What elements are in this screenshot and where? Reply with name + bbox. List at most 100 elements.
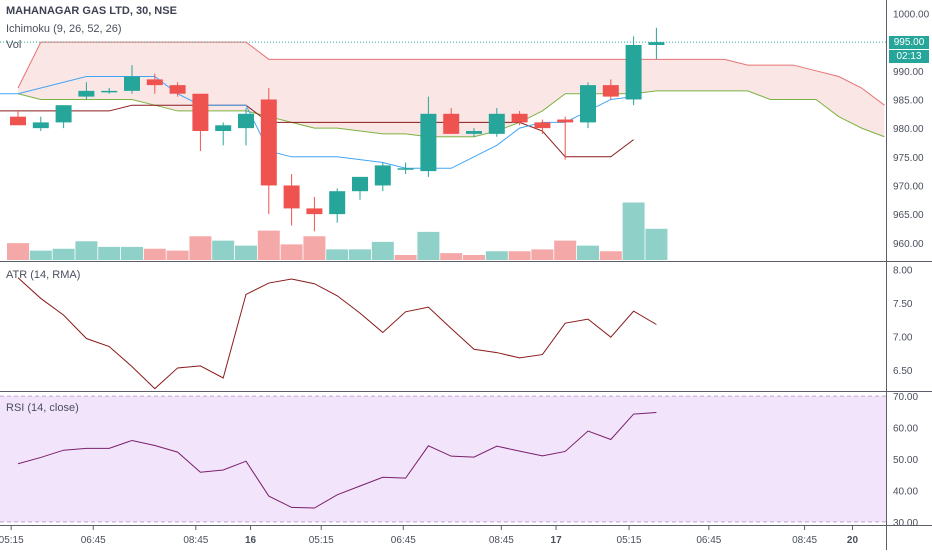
volume-bar <box>75 241 98 260</box>
last-price-badge: 995.00 <box>889 36 929 49</box>
volume-bar <box>52 248 75 260</box>
volume-bar <box>280 244 303 260</box>
candle-body <box>55 105 72 123</box>
candle-body <box>101 90 118 93</box>
volume-bar <box>303 236 326 260</box>
candle-body <box>306 208 323 215</box>
candle-body <box>215 125 232 131</box>
volume-bar <box>645 228 668 260</box>
candle-body <box>488 113 505 134</box>
ichimoku-legend: Ichimoku (9, 26, 52, 26) <box>6 23 122 35</box>
candle-body <box>192 93 209 131</box>
volume-bar <box>326 249 349 260</box>
atr-axis-label: 6.50 <box>893 366 913 377</box>
volume-bar <box>463 255 485 260</box>
rsi-legend: RSI (14, close) <box>6 402 79 414</box>
volume-bar <box>622 202 645 260</box>
price-axis-label: 985.00 <box>893 95 924 106</box>
candle-body <box>466 131 482 134</box>
volume-bar <box>143 248 166 260</box>
candle-body <box>329 191 346 215</box>
volume-bar <box>417 231 440 260</box>
time-axis-label: 05:15 <box>617 535 642 546</box>
rsi-axis-label: 70.00 <box>893 392 918 403</box>
candle-body <box>260 99 277 186</box>
candle-body <box>238 113 254 129</box>
price-axis-label: 975.00 <box>893 153 924 164</box>
candle-body <box>534 122 551 129</box>
volume-bar <box>257 230 280 260</box>
volume-bar <box>349 249 371 260</box>
time-axis-label: 05:15 <box>309 535 334 546</box>
volume-bar <box>7 243 29 260</box>
rsi-axis-label: 50.00 <box>893 455 918 466</box>
volume-legend: Vol <box>6 39 22 51</box>
volume-bar <box>577 245 599 260</box>
volume-bar <box>599 251 622 260</box>
candle-body <box>397 168 414 170</box>
volume-bar <box>98 246 121 260</box>
conversion-line <box>0 76 634 169</box>
volume-bar <box>371 241 394 260</box>
candle-body <box>648 42 665 45</box>
price-axis-label: 1000.00 <box>893 9 930 20</box>
candle-body <box>10 116 26 126</box>
time-axis-label: 06:45 <box>81 535 106 546</box>
candle-body <box>625 45 642 100</box>
candle-body <box>78 90 95 97</box>
base-line <box>0 104 634 158</box>
candle-body <box>443 113 460 134</box>
atr-axis-label: 7.00 <box>893 333 913 344</box>
volume-bar <box>166 250 189 260</box>
time-axis-label: 05:15 <box>0 535 24 546</box>
price-axis-label: 980.00 <box>893 124 924 135</box>
time-axis-label: 20 <box>847 535 859 546</box>
rsi-band <box>0 396 886 522</box>
volume-bar <box>508 251 531 260</box>
countdown-badge: 02:13 <box>889 50 929 63</box>
candle-body <box>580 85 596 123</box>
candle-body <box>420 113 437 172</box>
atr-axis-label: 8.00 <box>893 266 913 277</box>
candle-body <box>602 85 619 97</box>
candle-body <box>283 185 300 209</box>
time-axis-label: 06:45 <box>391 535 416 546</box>
ichimoku-cloud <box>18 42 885 137</box>
volume-bar <box>394 255 417 260</box>
volume-bar <box>29 250 52 260</box>
time-axis-label: 06:45 <box>696 535 721 546</box>
rsi-axis-label: 40.00 <box>893 486 918 497</box>
candle-body <box>352 176 368 192</box>
volume-bar <box>531 249 554 260</box>
atr-axis-label: 7.50 <box>893 299 913 310</box>
volume-bar <box>189 236 212 260</box>
price-axis-label: 970.00 <box>893 181 924 192</box>
candle-body <box>146 79 163 86</box>
price-axis-label: 990.00 <box>893 67 924 78</box>
time-axis-label: 08:45 <box>183 535 208 546</box>
candle-body <box>124 76 140 91</box>
candle-body <box>374 165 391 186</box>
time-axis-label: 08:45 <box>792 535 817 546</box>
time-axis-label: 17 <box>551 535 563 546</box>
volume-bar <box>485 251 508 260</box>
volume-bar <box>235 245 257 260</box>
atr-series-line <box>17 277 657 390</box>
candle-body <box>32 122 49 129</box>
atr-legend: ATR (14, RMA) <box>6 269 81 281</box>
rsi-axis-label: 30.00 <box>893 518 918 529</box>
rsi-series-line <box>17 411 657 509</box>
price-axis-label: 960.00 <box>893 239 924 250</box>
volume-bar <box>554 240 577 260</box>
time-axis-label: 16 <box>245 535 257 546</box>
candle-body <box>511 113 528 123</box>
volume-bar <box>212 240 235 260</box>
time-axis-label: 08:45 <box>489 535 514 546</box>
volume-bar <box>440 253 463 260</box>
price-axis-label: 965.00 <box>893 210 924 221</box>
symbol-title: MAHANAGAR GAS LTD, 30, NSE <box>6 5 177 17</box>
candle-body <box>557 119 574 123</box>
volume-bar <box>121 246 143 260</box>
